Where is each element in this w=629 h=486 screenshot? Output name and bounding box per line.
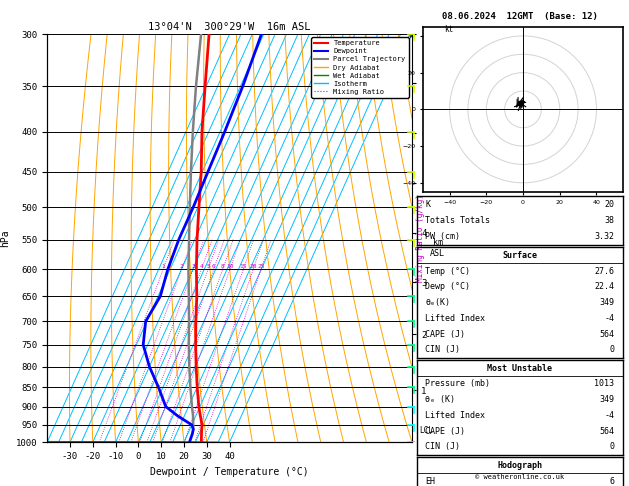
Text: 4: 4 <box>199 264 203 269</box>
Text: 3.32: 3.32 <box>594 232 615 241</box>
Text: 5: 5 <box>206 264 210 269</box>
Text: 1013: 1013 <box>594 379 615 388</box>
Text: Hodograph: Hodograph <box>498 461 542 470</box>
Text: Lifted Index: Lifted Index <box>425 411 485 420</box>
Text: -4: -4 <box>604 314 615 323</box>
Text: θₑ(K): θₑ(K) <box>425 298 450 307</box>
Text: Most Unstable: Most Unstable <box>487 364 552 373</box>
Legend: Temperature, Dewpoint, Parcel Trajectory, Dry Adiabat, Wet Adiabat, Isotherm, Mi: Temperature, Dewpoint, Parcel Trajectory… <box>311 37 408 98</box>
Text: LCL: LCL <box>420 426 433 435</box>
Text: 08.06.2024  12GMT  (Base: 12): 08.06.2024 12GMT (Base: 12) <box>442 12 598 21</box>
Text: 349: 349 <box>599 395 615 404</box>
Text: 2: 2 <box>180 264 184 269</box>
Text: Surface: Surface <box>503 251 537 260</box>
Text: 6: 6 <box>212 264 216 269</box>
Text: kt: kt <box>444 25 454 34</box>
Y-axis label: km
ASL: km ASL <box>430 238 445 258</box>
Text: 22.4: 22.4 <box>594 282 615 291</box>
Text: CAPE (J): CAPE (J) <box>425 427 465 436</box>
Text: -4: -4 <box>604 411 615 420</box>
Text: 564: 564 <box>599 427 615 436</box>
Text: 38: 38 <box>604 216 615 225</box>
Text: K: K <box>425 200 430 208</box>
Title: 13°04'N  300°29'W  16m ASL: 13°04'N 300°29'W 16m ASL <box>148 22 311 32</box>
Text: Totals Totals: Totals Totals <box>425 216 490 225</box>
Text: 25: 25 <box>257 264 265 269</box>
Text: EH: EH <box>425 477 435 486</box>
Text: Mixing Ratio (g/kg): Mixing Ratio (g/kg) <box>416 194 425 282</box>
Text: PW (cm): PW (cm) <box>425 232 460 241</box>
Text: 27.6: 27.6 <box>594 266 615 276</box>
Text: θₑ (K): θₑ (K) <box>425 395 455 404</box>
X-axis label: Dewpoint / Temperature (°C): Dewpoint / Temperature (°C) <box>150 467 309 477</box>
Text: 0: 0 <box>610 346 615 354</box>
Text: 0: 0 <box>610 442 615 451</box>
Text: CIN (J): CIN (J) <box>425 442 460 451</box>
Text: CIN (J): CIN (J) <box>425 346 460 354</box>
Text: 3: 3 <box>191 264 195 269</box>
Text: Pressure (mb): Pressure (mb) <box>425 379 490 388</box>
Text: © weatheronline.co.uk: © weatheronline.co.uk <box>476 474 564 480</box>
Text: 15: 15 <box>240 264 247 269</box>
Text: CAPE (J): CAPE (J) <box>425 330 465 339</box>
Text: 6: 6 <box>610 477 615 486</box>
Y-axis label: hPa: hPa <box>1 229 11 247</box>
Text: Lifted Index: Lifted Index <box>425 314 485 323</box>
Text: Temp (°C): Temp (°C) <box>425 266 470 276</box>
Text: 564: 564 <box>599 330 615 339</box>
Text: Dewp (°C): Dewp (°C) <box>425 282 470 291</box>
Text: 20: 20 <box>604 200 615 208</box>
Text: 8: 8 <box>221 264 225 269</box>
Text: 1: 1 <box>161 264 165 269</box>
Text: 20: 20 <box>250 264 257 269</box>
Text: 10: 10 <box>226 264 234 269</box>
Text: 349: 349 <box>599 298 615 307</box>
